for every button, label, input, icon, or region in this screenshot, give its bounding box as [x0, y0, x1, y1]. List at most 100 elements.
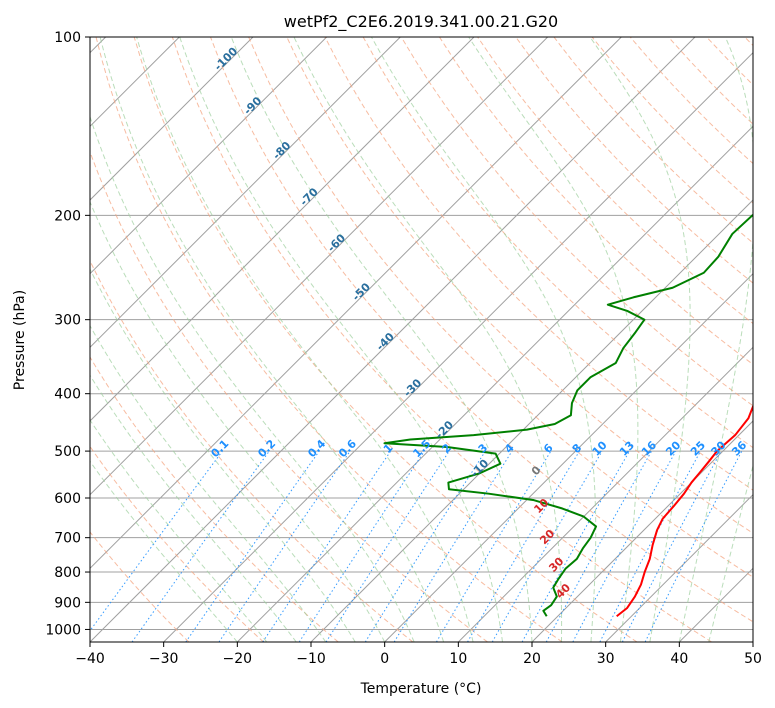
- y-tick-label: 700: [54, 531, 81, 547]
- moist-adiabat-line: [99, 37, 445, 642]
- moist-adiabat-line: [589, 37, 691, 642]
- dry-adiabat-line: [400, 37, 753, 407]
- moist-adiabat-line: [90, 200, 386, 642]
- isotherm-line: [605, 493, 753, 642]
- isotherm-line: [90, 37, 328, 275]
- moist-adiabat-label: 20: [537, 527, 557, 547]
- dry-adiabat-line: [90, 356, 339, 642]
- dry-adiabat-line: [515, 37, 753, 284]
- mixing-ratio-label: 1.5: [410, 437, 433, 460]
- reference-line-labels: -100-90-80-70-60-50-40-30-20-100.1 0.2 0.4…: [208, 44, 749, 601]
- mixing-ratio-line: [545, 450, 653, 642]
- mixing-ratio-line: [572, 450, 677, 642]
- mixing-ratio-label: 20: [663, 438, 683, 458]
- isotherm-line: [531, 420, 753, 642]
- mixing-ratio-line: [599, 450, 701, 642]
- moist-adiabat-line: [90, 268, 356, 642]
- mixing-ratio-label: 13: [617, 439, 637, 459]
- dry-adiabat-line: [477, 37, 753, 325]
- dry-adiabat-label: -70: [298, 185, 321, 208]
- mixing-ratio-label: 10: [590, 438, 610, 458]
- mixing-ratio-line: [393, 450, 513, 642]
- x-tick-label: −30: [149, 651, 179, 667]
- y-tick-label: 200: [54, 208, 81, 224]
- y-tick-label: 1000: [45, 622, 81, 638]
- series-layer: [383, 213, 753, 618]
- dry-adiabat-line: [90, 445, 264, 642]
- isotherm-line: [752, 641, 753, 642]
- dry-adiabat-label: -40: [374, 330, 397, 353]
- moist-adiabat-line: [90, 324, 327, 642]
- x-axis: −40 −30 −20 −10 0 10 20 30 40 50: [75, 642, 762, 667]
- dry-adiabat-line: [90, 531, 190, 642]
- mixing-ratio-line: [621, 450, 722, 642]
- moist-adiabat-line: [90, 460, 238, 642]
- y-tick-label: 600: [54, 491, 81, 507]
- moist-adiabat-line: [678, 37, 753, 642]
- dry-adiabat-label: -90: [241, 94, 264, 117]
- y-tick-label: 400: [54, 387, 81, 403]
- y-axis-label: Pressure (hPa): [12, 290, 28, 390]
- moist-adiabat-line: [136, 37, 474, 642]
- y-axis: 1000 900 800 700 600 500 400 300 200 100: [45, 30, 90, 638]
- x-tick-label: 10: [449, 651, 467, 667]
- mixing-ratio-label: 30: [709, 438, 729, 458]
- x-tick-label: 50: [744, 651, 762, 667]
- dry-adiabat-label: -50: [350, 280, 373, 303]
- mixing-ratio-label: 3: [476, 441, 491, 456]
- x-tick-label: −20: [223, 651, 253, 667]
- dry-adiabat-line: [95, 37, 563, 642]
- dry-adiabat-line: [248, 37, 753, 578]
- x-tick-label: 20: [523, 651, 541, 667]
- moist-adiabat-line: [708, 463, 753, 642]
- mixing-ratio-line: [467, 450, 580, 642]
- mixing-ratio-line: [298, 450, 425, 642]
- plot-frame: [89, 36, 754, 643]
- y-tick-label: 100: [54, 30, 81, 46]
- moist-adiabat-line: [230, 37, 533, 642]
- dry-adiabat-line: [362, 37, 753, 449]
- mixing-ratio-line: [521, 450, 630, 642]
- mixing-ratio-line: [325, 450, 450, 642]
- temperature-profile: [616, 403, 753, 618]
- dry-adiabat-line: [90, 150, 488, 642]
- isotherm-line: [90, 37, 254, 201]
- x-tick-label: 0: [380, 651, 389, 667]
- dry-adiabat-label: -30: [401, 376, 424, 399]
- x-tick-label: 30: [597, 651, 615, 667]
- y-tick-label: 500: [54, 444, 81, 460]
- isotherm-line: [384, 272, 753, 642]
- isotherm-line: [90, 37, 696, 642]
- x-tick-label: −40: [75, 651, 105, 667]
- moist-adiabat-line: [90, 115, 415, 642]
- mixing-ratio-line: [218, 450, 351, 642]
- mixing-ratio-line: [131, 450, 270, 642]
- moist-adiabat-line: [468, 37, 639, 642]
- isotherm-line: [163, 51, 753, 642]
- moist-adiabat-line: [293, 37, 563, 642]
- y-tick-label: 800: [54, 565, 81, 581]
- mixing-ratio-line: [435, 450, 552, 642]
- background-lines: [90, 37, 753, 642]
- dewpoint-profile: [383, 213, 753, 617]
- dry-adiabat-line: [171, 37, 712, 642]
- moist-adiabat-line: [90, 419, 268, 642]
- mixing-ratio-label: 6: [541, 441, 556, 456]
- isotherm-line: [678, 567, 753, 642]
- moist-adiabat-line: [179, 37, 504, 642]
- moist-adiabat-line: [90, 374, 297, 642]
- x-tick-label: 40: [670, 651, 688, 667]
- y-tick-label: 900: [54, 595, 81, 611]
- dry-adiabat-line: [324, 37, 753, 491]
- x-axis-label: Temperature (°C): [360, 681, 482, 697]
- dry-adiabat-line: [439, 37, 753, 366]
- dry-adiabat-line: [210, 37, 753, 623]
- y-tick-label: 300: [54, 313, 81, 329]
- isotherm-line: [457, 346, 753, 642]
- mixing-ratio-line: [185, 450, 320, 642]
- dry-adiabat-label: -80: [270, 139, 293, 162]
- chart-title: wetPf2_C2E6.2019.341.00.21.G20: [284, 12, 558, 32]
- dry-adiabat-label: -60: [325, 231, 348, 254]
- mixing-ratio-label: 8: [570, 441, 585, 456]
